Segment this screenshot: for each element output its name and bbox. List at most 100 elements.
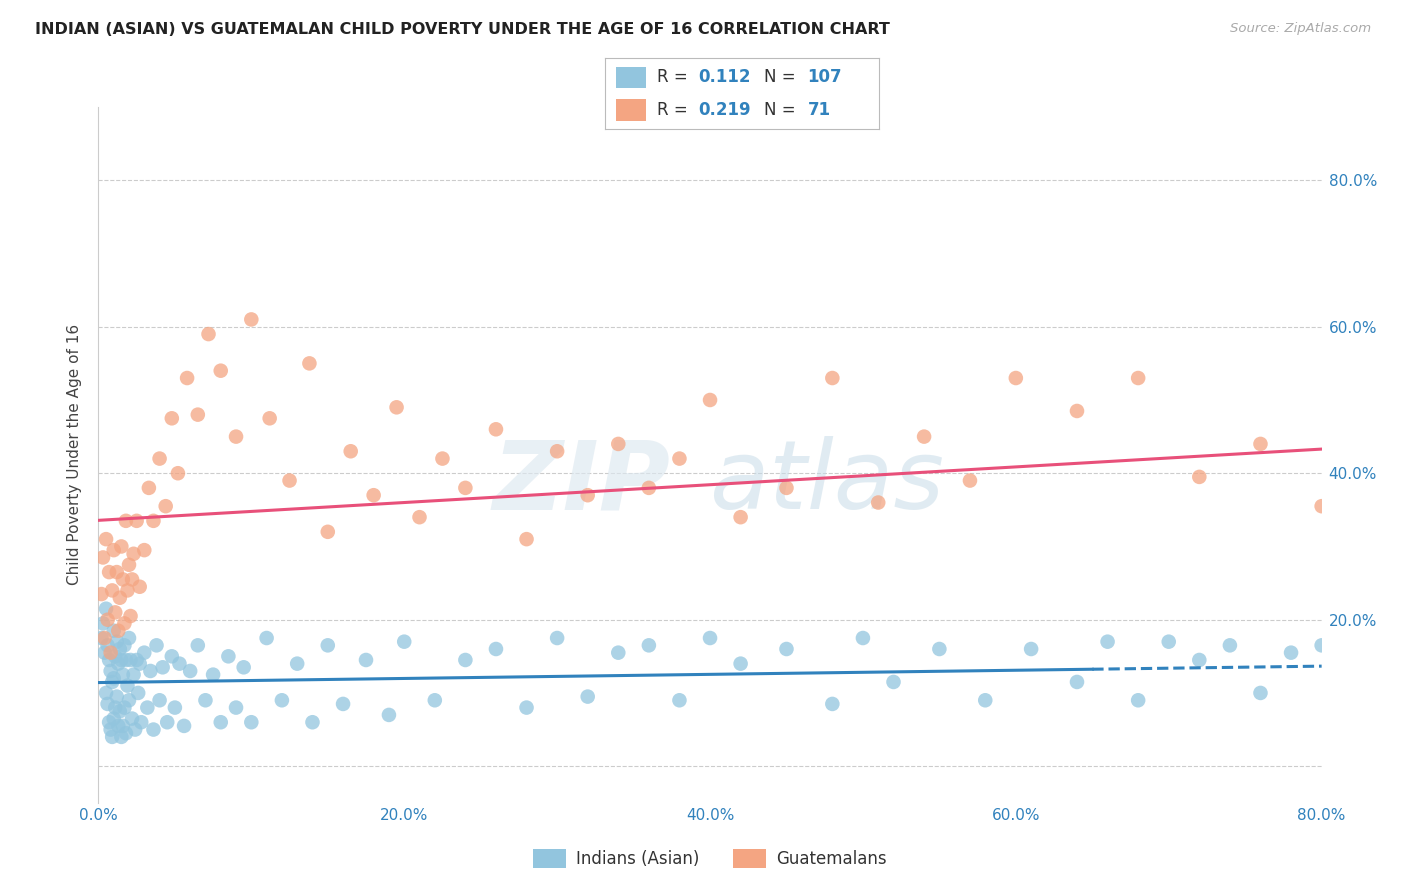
Text: Source: ZipAtlas.com: Source: ZipAtlas.com	[1230, 22, 1371, 36]
Point	[104, 649, 127, 664]
Point	[176, 371, 198, 385]
Point	[883, 675, 905, 690]
Text: ZIP: ZIP	[492, 436, 671, 529]
Point	[107, 719, 129, 733]
Point	[637, 481, 661, 495]
Point	[912, 429, 935, 443]
Point	[103, 671, 125, 685]
Point	[105, 634, 128, 648]
Point	[111, 719, 134, 733]
Point	[145, 638, 167, 652]
Point	[128, 657, 150, 671]
Point	[385, 401, 408, 415]
Point	[169, 657, 191, 671]
Point	[152, 660, 174, 674]
Point	[142, 514, 165, 528]
Point	[160, 411, 183, 425]
Point	[730, 657, 752, 671]
Point	[98, 715, 121, 730]
Point	[259, 411, 281, 425]
Point	[1004, 371, 1026, 385]
Point	[576, 690, 599, 704]
Point	[115, 653, 138, 667]
Point	[378, 707, 401, 722]
Point	[1371, 437, 1393, 451]
Point	[423, 693, 446, 707]
Text: 0.219: 0.219	[697, 101, 751, 119]
Point	[91, 550, 114, 565]
Point	[240, 715, 263, 730]
Point	[1188, 653, 1211, 667]
Point	[103, 543, 125, 558]
Point	[240, 312, 263, 326]
Text: N =: N =	[763, 101, 806, 119]
Point	[139, 664, 162, 678]
Point	[160, 649, 183, 664]
Point	[1279, 646, 1302, 660]
Point	[1097, 634, 1119, 648]
Point	[1188, 470, 1211, 484]
Point	[197, 327, 219, 342]
Point	[94, 532, 117, 546]
Point	[354, 653, 377, 667]
Point	[485, 422, 508, 436]
Point	[108, 591, 131, 605]
Point	[108, 642, 131, 657]
Point	[122, 667, 145, 681]
Bar	[616, 99, 645, 120]
Point	[392, 634, 416, 648]
Point	[104, 700, 127, 714]
Point	[232, 660, 254, 674]
Point	[121, 712, 143, 726]
Point	[103, 624, 125, 638]
Point	[363, 488, 385, 502]
Point	[202, 667, 225, 681]
Point	[699, 631, 721, 645]
Point	[142, 723, 165, 737]
Point	[94, 686, 117, 700]
Text: atlas: atlas	[709, 436, 943, 529]
Point	[101, 675, 124, 690]
Point	[101, 730, 124, 744]
Point	[1341, 653, 1364, 667]
Point	[149, 451, 172, 466]
Text: 71: 71	[807, 101, 831, 119]
Point	[121, 573, 143, 587]
Point	[110, 653, 132, 667]
Point	[974, 693, 997, 707]
Point	[107, 657, 129, 671]
Point	[1066, 675, 1088, 690]
Point	[607, 646, 630, 660]
Point	[775, 642, 797, 657]
Point	[868, 495, 890, 509]
Point	[607, 437, 630, 451]
Point	[117, 583, 139, 598]
Point	[1371, 642, 1393, 657]
Point	[112, 616, 135, 631]
Point	[516, 700, 538, 714]
Point	[125, 514, 148, 528]
Point	[138, 481, 160, 495]
Point	[179, 664, 201, 678]
Point	[668, 451, 690, 466]
Point	[117, 679, 139, 693]
Point	[100, 646, 122, 660]
Bar	[616, 67, 645, 88]
Point	[699, 392, 721, 407]
Point	[668, 693, 690, 707]
Point	[546, 444, 568, 458]
Point	[122, 547, 145, 561]
Point	[1066, 404, 1088, 418]
Point	[124, 723, 146, 737]
Point	[454, 653, 477, 667]
Point	[97, 613, 120, 627]
Point	[576, 488, 599, 502]
Point	[408, 510, 430, 524]
Point	[1019, 642, 1042, 657]
Point	[485, 642, 508, 657]
Point	[112, 700, 135, 714]
Point	[1219, 638, 1241, 652]
Point	[339, 444, 361, 458]
Point	[105, 690, 128, 704]
Point	[637, 638, 661, 652]
